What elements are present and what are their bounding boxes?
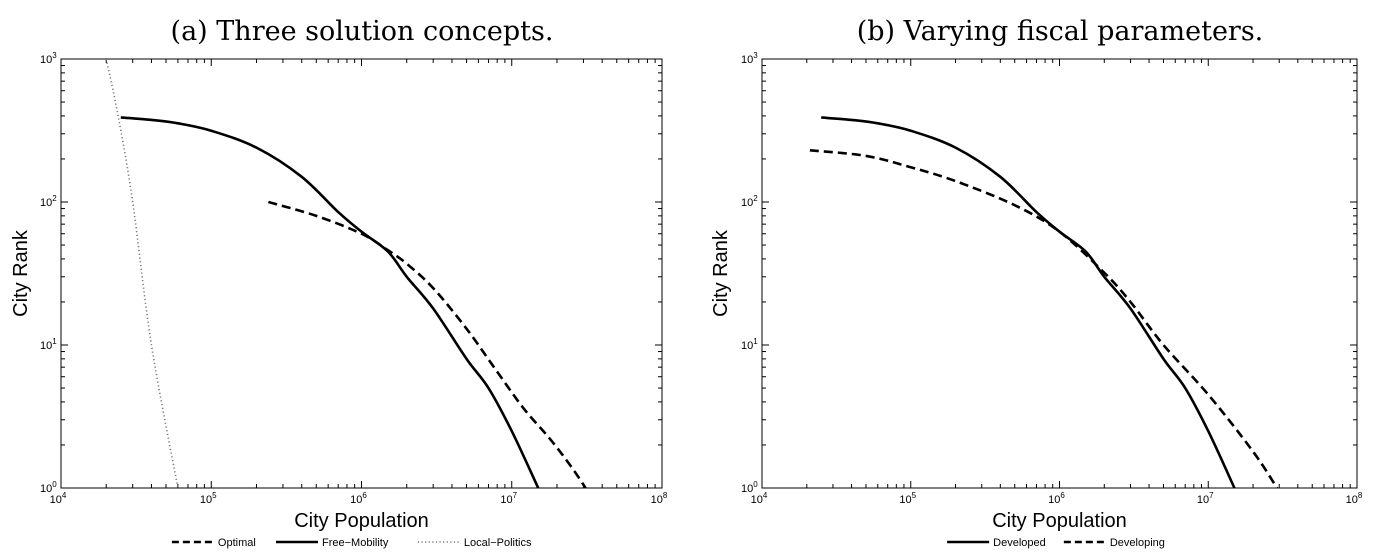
legend: Developed Developing [947,537,1165,549]
series-line-local-politics [105,59,179,488]
legend-item: Free−Mobility [276,537,389,549]
x-axis-label: City Population [992,510,1127,532]
y-tick-label: 102 [741,194,758,209]
panel-a: (a) Three solution concepts. 104 105 106 107… [10,16,668,549]
x-axis-label: City Population [294,510,429,532]
y-tick-label: 103 [741,51,758,66]
series-line-free-mobility [120,116,540,488]
x-tick-label: 105 [899,491,916,506]
x-tick-label: 104 [50,491,67,506]
series-line-developed [821,116,1236,488]
series-line-optimal [268,200,587,488]
legend-label: Optimal [218,537,256,549]
legend: Optimal Free−Mobility Local−Politics [171,537,532,549]
series-group [809,116,1279,488]
plot-frame [60,58,663,489]
y-axis-label: City Rank [10,229,32,317]
y-axis-label: City Rank [710,229,732,317]
x-tick-label: 107 [500,491,517,506]
legend-item: Optimal [171,537,256,549]
chart-title: (b) Varying fiscal parameters. [857,16,1264,47]
x-tick-label: 105 [200,491,217,506]
x-tick-label: 106 [1048,491,1065,506]
legend-item: Developing [1063,537,1165,549]
x-tick-label: 108 [651,491,668,506]
legend-item: Local−Politics [417,537,532,549]
legend-label: Free−Mobility [322,537,389,549]
panel-b: (b) Varying fiscal parameters. 104 105 106 1… [710,16,1363,549]
x-tick-label: 108 [1346,491,1363,506]
y-tick-label: 100 [741,480,758,495]
plot-frame [761,58,1358,489]
y-tick-label: 101 [741,337,758,352]
x-tick-label: 107 [1197,491,1214,506]
chart-title: (a) Three solution concepts. [171,16,554,47]
x-tick-label: 106 [350,491,367,506]
axis-ticks [761,59,1357,489]
legend-item: Developed [947,537,1046,549]
legend-label: Developing [1110,537,1165,549]
series-group [105,59,587,488]
legend-label: Local−Politics [464,537,532,549]
y-tick-label: 101 [40,337,57,352]
y-tick-label: 100 [40,480,57,495]
y-tick-label: 103 [40,51,57,66]
x-tick-label: 104 [751,491,768,506]
y-tick-label: 102 [40,194,57,209]
series-line-developing [809,148,1279,488]
axis-ticks [60,59,662,489]
legend-label: Developed [993,537,1046,549]
